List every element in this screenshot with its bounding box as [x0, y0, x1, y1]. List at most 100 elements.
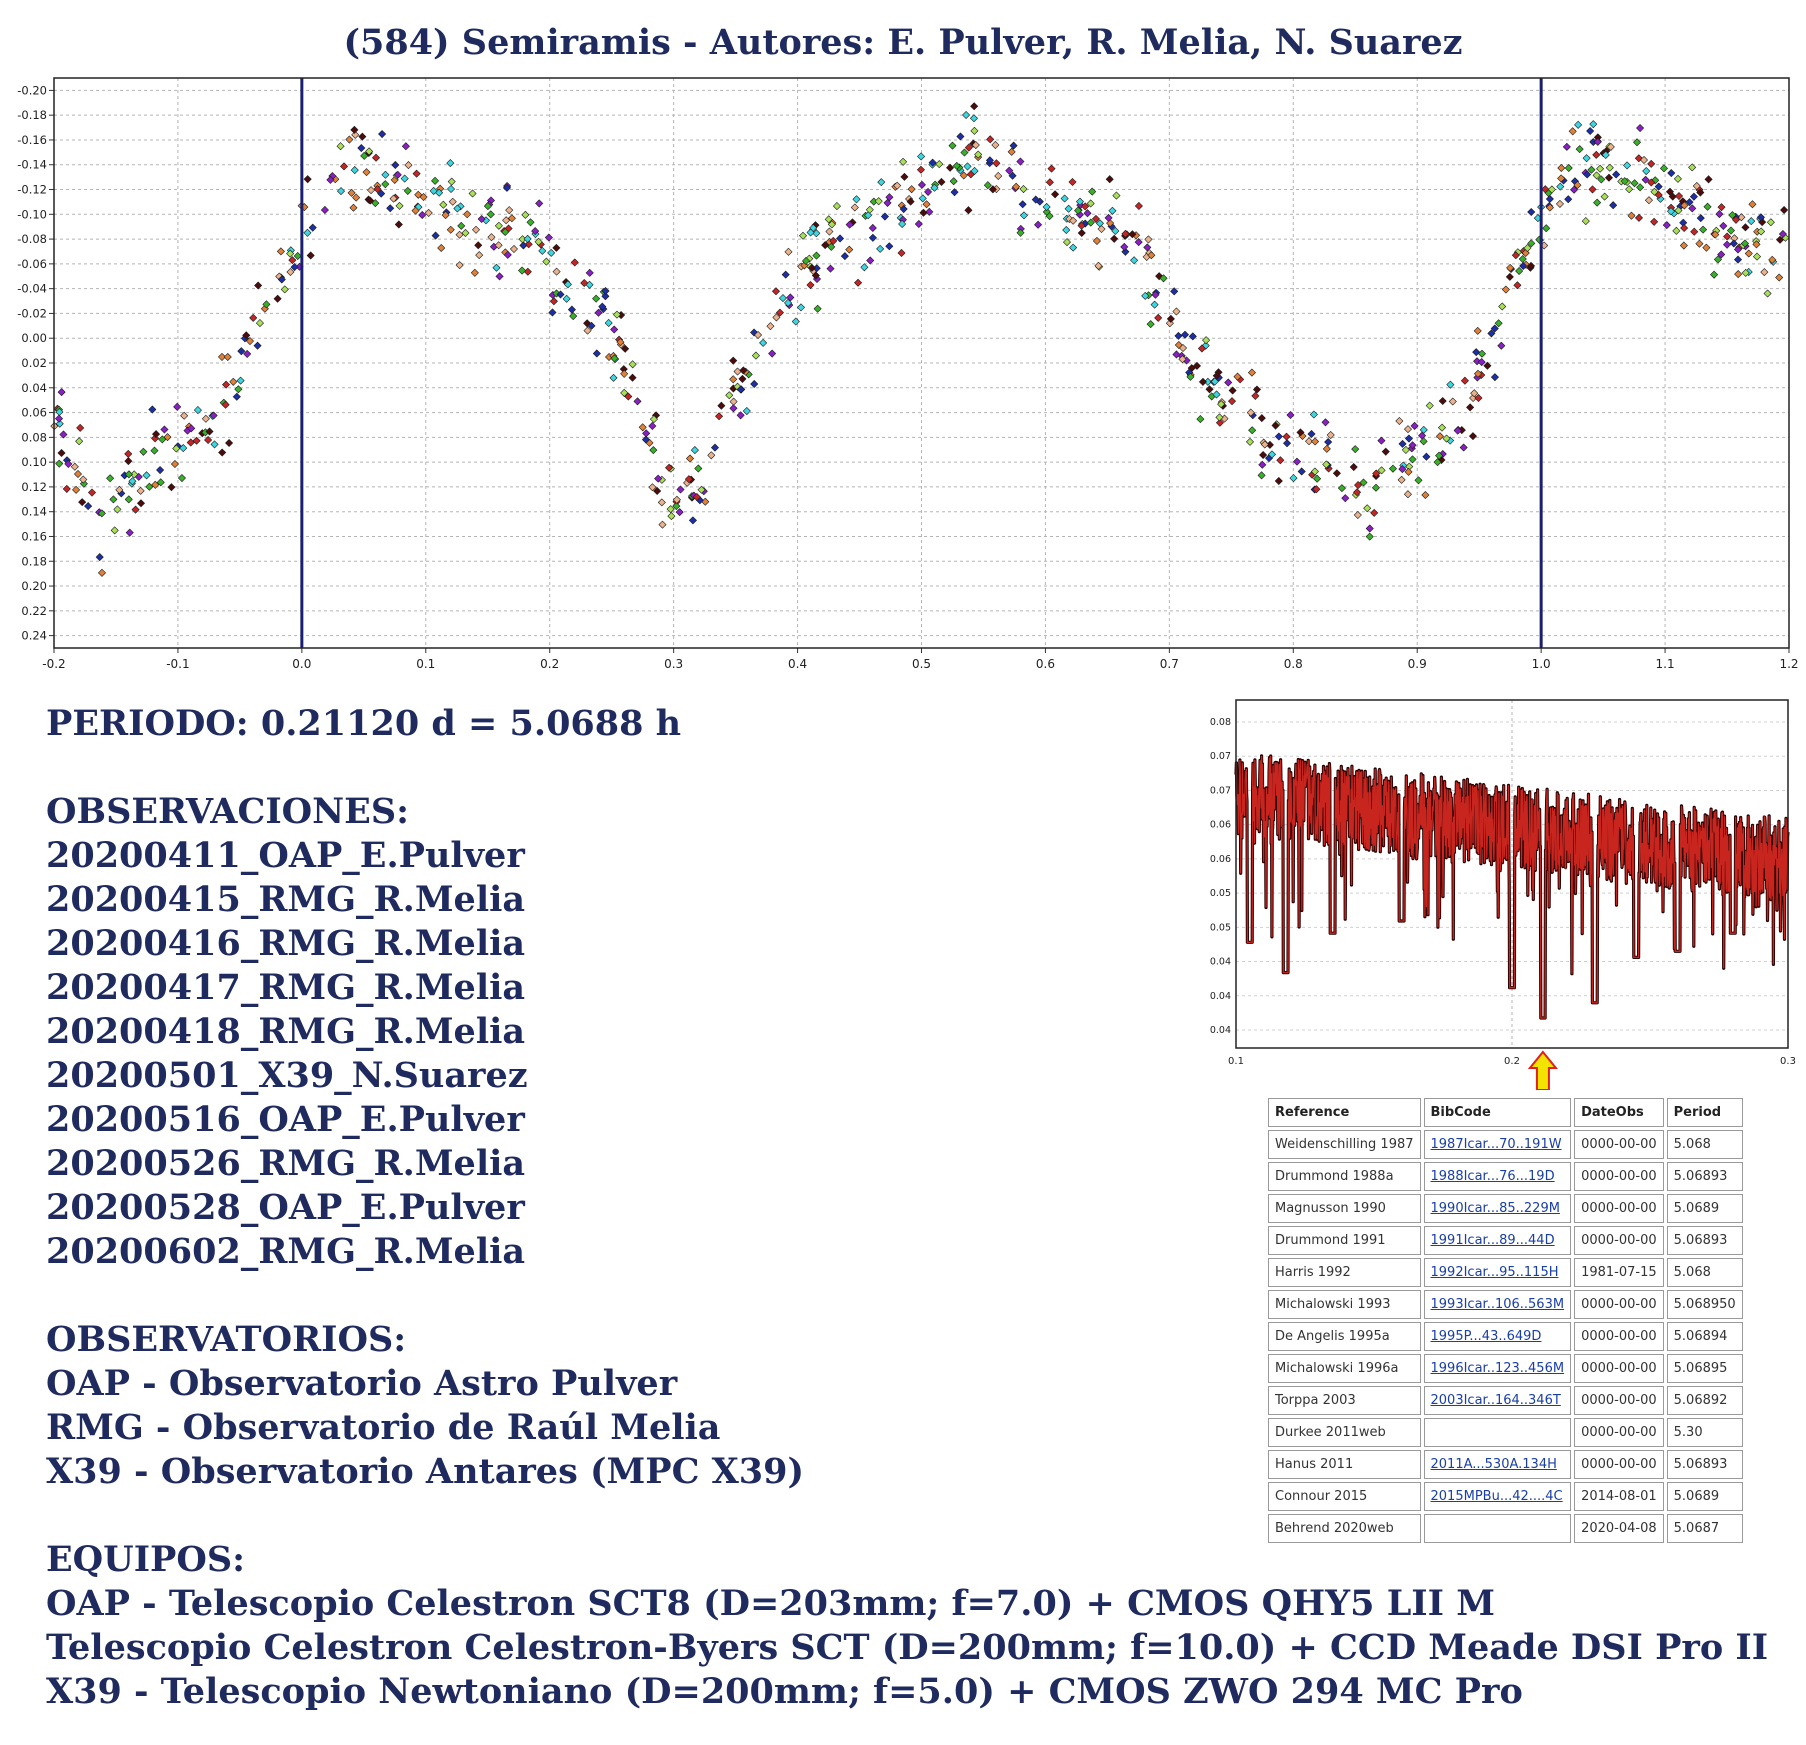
bibcode-link[interactable]: 2003Icar..164..346T: [1423, 1386, 1572, 1415]
data-point: [192, 436, 201, 445]
data-point: [441, 211, 450, 220]
data-point: [1251, 391, 1260, 400]
data-point: [1679, 241, 1688, 250]
data-point: [1636, 183, 1645, 192]
data-point: [79, 475, 88, 484]
data-point: [1438, 396, 1447, 406]
data-point: [1310, 467, 1319, 476]
data-point: [339, 162, 349, 171]
table-cell: 5.0687: [1666, 1514, 1743, 1543]
data-point: [736, 385, 745, 394]
data-point: [1388, 464, 1397, 473]
data-point: [1421, 490, 1430, 500]
data-point: [1472, 348, 1481, 357]
data-point: [1174, 340, 1183, 350]
data-point: [1647, 159, 1656, 168]
data-point: [1034, 220, 1043, 229]
data-point: [492, 263, 501, 272]
data-point: [964, 206, 973, 215]
bibcode-link[interactable]: 1988Icar...76...19D: [1423, 1162, 1572, 1191]
bibcode-link[interactable]: 1990Icar...85..229M: [1423, 1194, 1572, 1223]
data-point: [1651, 176, 1660, 185]
x-tick-label: 1.0: [1532, 657, 1551, 671]
data-point: [205, 427, 214, 436]
data-point: [1031, 195, 1040, 204]
data-point: [917, 152, 926, 161]
data-point: [935, 160, 944, 169]
observaciones-heading: OBSERVACIONES:: [46, 791, 410, 832]
data-point: [1351, 445, 1360, 454]
data-point: [1726, 226, 1736, 235]
table-cell: 5.06893: [1666, 1450, 1743, 1479]
data-point: [1247, 368, 1256, 377]
data-point: [1717, 203, 1726, 212]
data-point: [1359, 478, 1368, 487]
data-point: [1511, 251, 1520, 260]
bibcode-link[interactable]: 2015MPBu...42....4C: [1423, 1482, 1572, 1511]
data-point: [1159, 274, 1168, 283]
data-point: [1019, 211, 1029, 220]
data-point: [866, 256, 875, 265]
data-point: [336, 187, 346, 196]
data-point: [1047, 164, 1056, 173]
data-point: [1477, 349, 1487, 358]
table-row: Durkee 2011web 0000-00-00 5.30: [1268, 1418, 1743, 1447]
data-point: [900, 172, 909, 181]
data-points: [50, 102, 1790, 577]
bibcode-link[interactable]: 1992Icar...95..115H: [1423, 1258, 1572, 1287]
data-point: [799, 231, 808, 240]
table-cell: 0000-00-00: [1574, 1386, 1664, 1415]
periodogram-axes: 0.1 0.2 0.3 0.08 0.07 0.07 0.06 0.06 0.05 0.05 0.0…: [1210, 699, 1796, 1067]
data-point: [1282, 432, 1291, 441]
data-point: [1174, 331, 1183, 340]
data-point: [918, 194, 927, 203]
data-point: [1086, 218, 1095, 227]
data-point: [1733, 255, 1743, 264]
data-point: [1258, 460, 1267, 469]
data-point: [242, 331, 251, 340]
data-point: [1470, 389, 1479, 398]
bibcode-link[interactable]: 1991Icar...89...44D: [1423, 1226, 1572, 1255]
data-point: [959, 171, 968, 180]
data-point: [1180, 330, 1190, 339]
data-point: [1172, 307, 1181, 316]
data-point: [221, 400, 230, 409]
data-point: [1060, 194, 1069, 203]
data-point: [1296, 428, 1305, 437]
table-cell: Hanus 2011: [1268, 1450, 1421, 1479]
y-tick-label: 0.24: [21, 629, 47, 643]
data-point: [455, 261, 464, 270]
data-point: [193, 406, 202, 415]
data-point: [969, 114, 978, 123]
data-point: [1012, 182, 1021, 191]
bibcode-link[interactable]: 1987Icar...70..191W: [1423, 1130, 1572, 1159]
table-cell: Behrend 2020web: [1268, 1514, 1421, 1543]
data-point: [1198, 377, 1207, 386]
table-cell: 0000-00-00: [1574, 1322, 1664, 1351]
data-point: [1141, 291, 1150, 300]
data-point: [1513, 281, 1522, 290]
bibcode-link[interactable]: 1993Icar..106..563M: [1423, 1290, 1572, 1319]
table-cell: 0000-00-00: [1574, 1354, 1664, 1383]
data-point: [1557, 163, 1566, 173]
table-cell: 5.068: [1666, 1130, 1743, 1159]
data-point: [262, 300, 271, 309]
data-point: [509, 244, 518, 254]
bibcode-link[interactable]: 1996Icar..123..456M: [1423, 1354, 1572, 1383]
data-point: [424, 208, 433, 217]
data-point: [1710, 270, 1719, 279]
data-point: [400, 174, 409, 183]
grid: [53, 78, 1790, 648]
data-point: [694, 464, 703, 473]
bibcode-link[interactable]: 1995P...43..649D: [1423, 1322, 1572, 1351]
bibcode-link[interactable]: 2011A...530A.134H: [1423, 1450, 1572, 1479]
data-point: [751, 351, 760, 360]
column-header: Reference: [1268, 1098, 1421, 1127]
data-point: [620, 369, 629, 378]
data-point: [1337, 484, 1346, 493]
data-point: [642, 429, 651, 438]
data-point: [885, 193, 894, 202]
data-point: [391, 160, 400, 170]
data-point: [381, 170, 390, 179]
equipo-item: OAP - Telescopio Celestron SCT8 (D=203mm…: [46, 1583, 1495, 1624]
